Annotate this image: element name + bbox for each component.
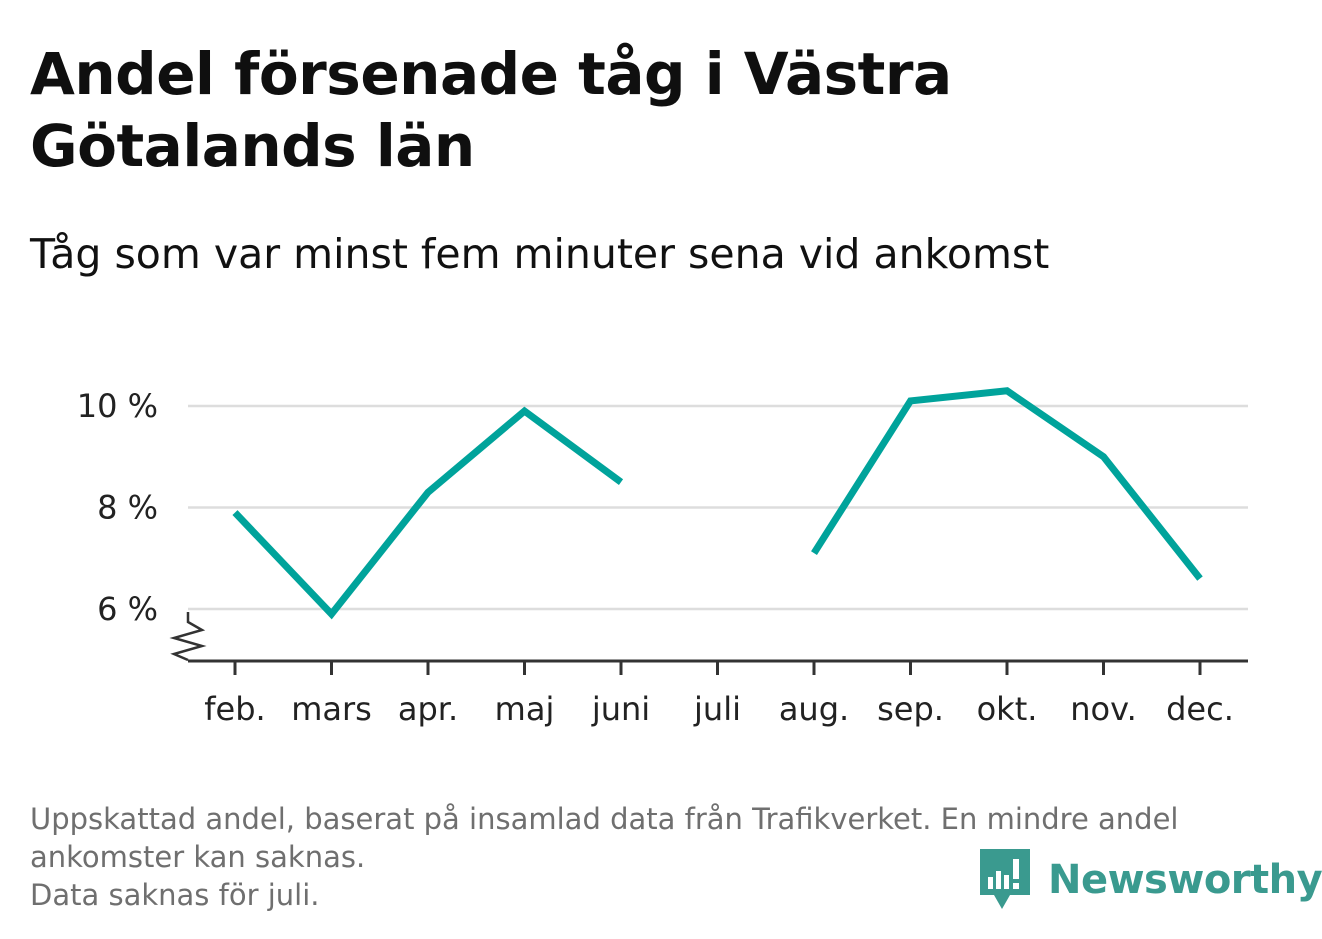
x-tick-label: maj [495,690,555,728]
series-lines [232,387,1203,620]
x-tick-label: mars [291,690,372,728]
newsworthy-logo-icon [980,849,1030,909]
y-axis-labels: 6 % 8 % 10 % [77,387,158,628]
footer-note-line: Data saknas för juli. [30,878,320,912]
x-tick-label: okt. [977,690,1038,728]
x-axis [169,612,1248,675]
series-line-segment [232,406,624,620]
chart-title: Andel försenade tåg i Västra Götalands l… [30,40,952,180]
footer-note-line: ankomster kan saknas. [30,840,366,874]
x-tick-label: nov. [1070,690,1136,728]
x-tick-label: apr. [398,690,458,728]
gridlines [188,404,1248,611]
x-tick-label: aug. [779,690,849,728]
y-tick-label: 8 % [97,489,158,527]
brand-logo: Newsworthy [980,848,1322,912]
x-axis-labels: feb. mars apr. maj juni juli aug. sep. okt. nov. d… [204,690,1234,728]
x-tick-label: juni [591,690,650,728]
y-tick-label: 6 % [97,590,158,628]
series-line-segment [811,387,1203,581]
x-tick-label: sep. [877,690,944,728]
y-tick-label: 10 % [77,387,158,425]
brand-name: Newsworthy [1048,857,1322,903]
chart-subtitle: Tåg som var minst fem minuter sena vid a… [30,230,1050,278]
line-chart: 6 % 8 % 10 % feb. mars apr. maj juni juli aug. se… [77,387,1248,728]
x-tick-label: juli [693,690,741,728]
x-tick-label: dec. [1166,690,1234,728]
footer-note-line: Uppskattad andel, baserat på insamlad da… [30,802,1179,836]
axis-break-mark [169,612,207,662]
x-tick-label: feb. [204,690,265,728]
footer-notes: Uppskattad andel, baserat på insamlad da… [30,800,1280,914]
